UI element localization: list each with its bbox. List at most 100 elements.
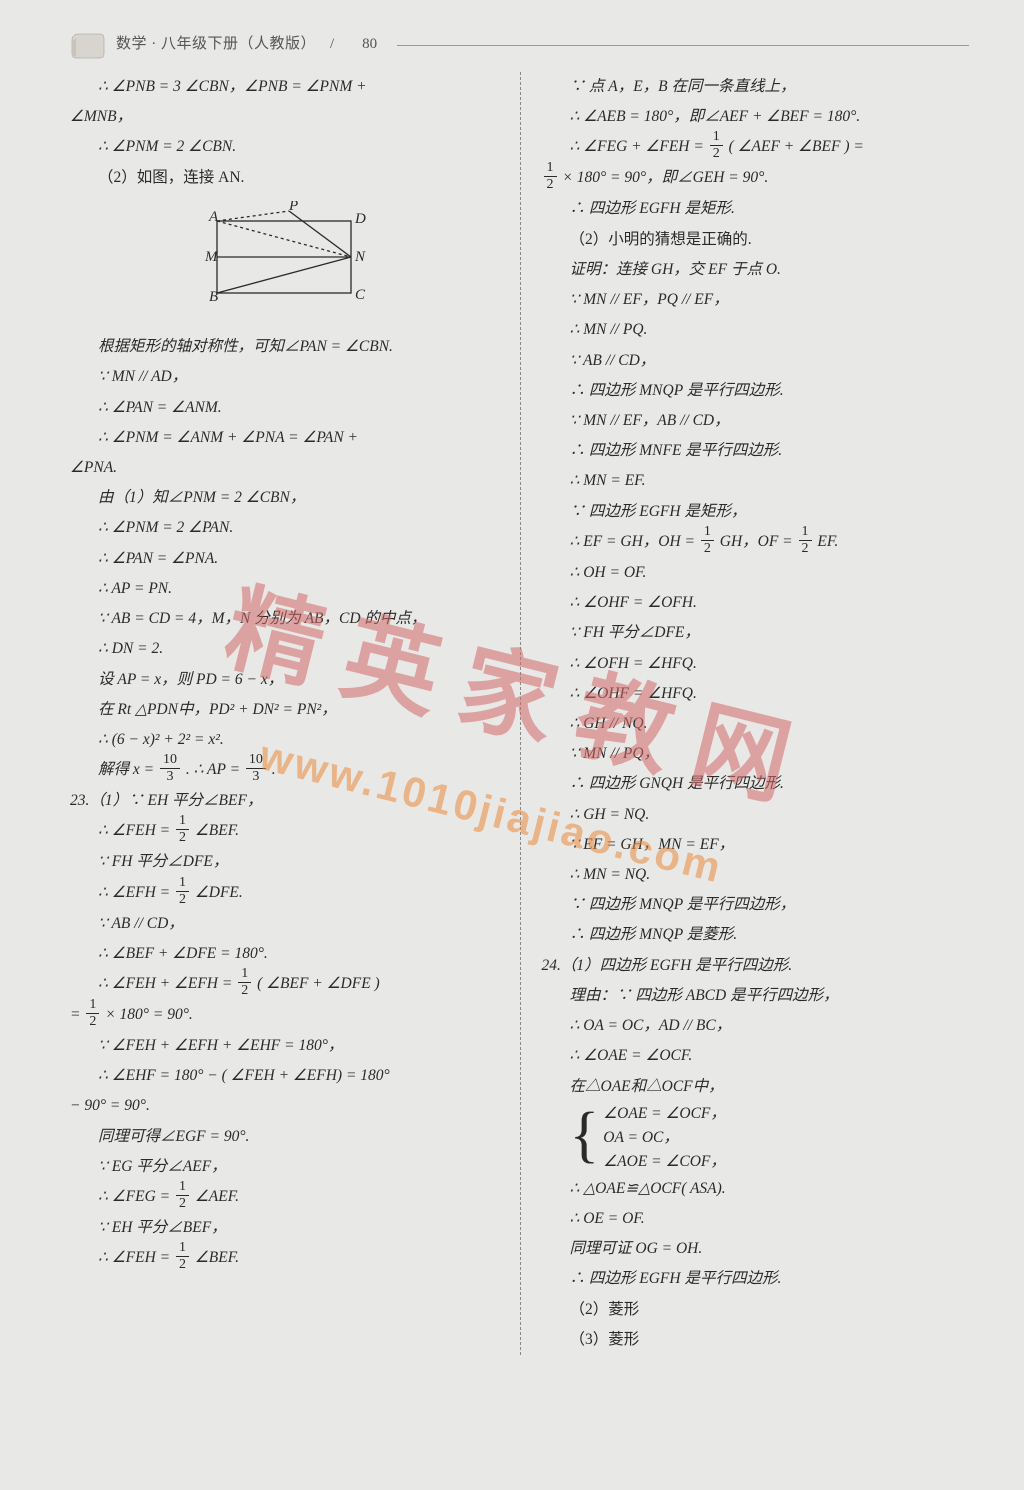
text-line: ∴ OE = OF.: [542, 1204, 970, 1234]
text-line: ∴ GH // NQ.: [542, 709, 970, 739]
text-line: ∵ 四边形 EGFH 是矩形，: [542, 497, 970, 527]
fraction: 12: [799, 525, 812, 556]
fraction: 12: [86, 998, 99, 1029]
text-line: ∠PNA.: [70, 453, 498, 483]
text-line: ∵ EH 平分∠BEF，: [70, 1213, 498, 1243]
text-line: ∴ ∠OHF = ∠OFH.: [542, 588, 970, 618]
brace-line: ∠OAE = ∠OCF，: [603, 1102, 726, 1126]
fraction: 103: [246, 753, 266, 784]
text-line: ∴ ∠OFH = ∠HFQ.: [542, 649, 970, 679]
column-divider: [520, 72, 521, 1355]
text-line: ∴ ∠PNM = 2 ∠PAN.: [70, 513, 498, 543]
text-frag: × 180° = 90°.: [105, 1006, 193, 1023]
text-line: 理由：∵ 四边形 ABCD 是平行四边形，: [542, 981, 970, 1011]
text-line: 证明：连接 GH，交 EF 于点 O.: [542, 255, 970, 285]
text-line: ∴ AP = PN.: [70, 574, 498, 604]
svg-text:D: D: [354, 211, 366, 227]
text-frag: . ∴ AP =: [186, 761, 244, 778]
text-line: ∠MNB，: [70, 102, 498, 132]
fraction: 12: [238, 967, 251, 998]
text-frag: .: [272, 761, 276, 778]
svg-text:B: B: [209, 289, 218, 305]
fraction: 12: [176, 814, 189, 845]
text-line: ∴ MN = EF.: [542, 466, 970, 496]
text-line: 在 Rt △PDN中，PD² + DN² = PN²，: [70, 695, 498, 725]
left-brace-icon: {: [570, 1108, 600, 1180]
text-line: （2）小明的猜想是正确的.: [542, 225, 970, 255]
text-line: ∵ AB // CD，: [542, 346, 970, 376]
text-line: ∴ ∠PAN = ∠PNA.: [70, 544, 498, 574]
fraction: 12: [176, 1180, 189, 1211]
text-line: ∵ MN // PQ，: [542, 739, 970, 769]
brace-system: { ∠OAE = ∠OCF， OA = OC， ∠AOE = ∠COF，: [570, 1102, 970, 1174]
text-line: 同理可得∠EGF = 90°.: [70, 1122, 498, 1152]
left-column: ∴ ∠PNB = 3 ∠CBN，∠PNB = ∠PNM + ∠MNB， ∴ ∠P…: [70, 72, 520, 1355]
text-line: ∴ ∠EFH = 12 ∠DFE.: [70, 878, 498, 909]
text-frag: ∠BEF.: [195, 1249, 239, 1266]
text-frag: EF.: [817, 533, 838, 550]
text-line: 同理可证 OG = OH.: [542, 1234, 970, 1264]
text-line: ∵ 点 A，E，B 在同一条直线上，: [542, 72, 970, 102]
text-frag: ∴ ∠FEH =: [98, 822, 174, 839]
text-line: ∴ 四边形 MNQP 是菱形.: [542, 920, 970, 950]
text-line: ∴ MN = NQ.: [542, 860, 970, 890]
text-line: ∵ 四边形 MNQP 是平行四边形，: [542, 890, 970, 920]
text-line: 在△OAE和△OCF中，: [542, 1072, 970, 1102]
text-line: ∴ 四边形 GNQH 是平行四边形.: [542, 769, 970, 799]
text-frag: ∴ ∠FEG + ∠FEH =: [570, 139, 708, 156]
text-frag: ∴ ∠FEG =: [98, 1188, 174, 1205]
fraction: 103: [160, 753, 180, 784]
page-header: 数学 · 八年级下册（人教版） / 80: [70, 30, 969, 60]
content-columns: ∴ ∠PNB = 3 ∠CBN，∠PNB = ∠PNM + ∠MNB， ∴ ∠P…: [70, 72, 969, 1355]
fraction: 12: [710, 130, 723, 161]
text-line: ∴ OH = OF.: [542, 558, 970, 588]
scroll-icon: [70, 30, 106, 60]
text-frag: GH，OF =: [720, 533, 797, 550]
text-line: ∴ ∠PNM = ∠ANM + ∠PNA = ∠PAN +: [70, 423, 498, 453]
text-line: ∵ AB // CD，: [70, 909, 498, 939]
text-frag: ∴ ∠FEH + ∠EFH =: [98, 975, 236, 992]
header-title: 数学 · 八年级下册（人教版）: [116, 30, 316, 59]
header-divider: /: [330, 30, 334, 59]
text-line: ∵ MN // EF，PQ // EF，: [542, 285, 970, 315]
text-line: 由（1）知∠PNM = 2 ∠CBN，: [70, 483, 498, 513]
text-frag: =: [70, 1006, 84, 1023]
text-line: ∴ ∠PNM = 2 ∠CBN.: [70, 132, 498, 162]
text-line: ∴ GH = NQ.: [542, 800, 970, 830]
svg-text:N: N: [354, 249, 366, 265]
text-line: 23.（1）∵ EH 平分∠BEF，: [70, 786, 498, 816]
text-line: 解得 x = 103 . ∴ AP = 103 .: [70, 755, 498, 786]
right-column: ∵ 点 A，E，B 在同一条直线上， ∴ ∠AEB = 180°，即∠AEF +…: [520, 72, 970, 1355]
svg-text:P: P: [288, 201, 298, 214]
text-line: ∴ ∠OAE = ∠OCF.: [542, 1041, 970, 1071]
text-line: ∴ MN // PQ.: [542, 315, 970, 345]
text-line: ∴ ∠FEH = 12 ∠BEF.: [70, 816, 498, 847]
text-line: 12 × 180° = 90°，即∠GEH = 90°.: [542, 163, 970, 194]
text-line: （2）如图，连接 AN.: [70, 163, 498, 193]
text-line: ∴ OA = OC，AD // BC，: [542, 1011, 970, 1041]
text-line: 设 AP = x，则 PD = 6 − x，: [70, 665, 498, 695]
text-line: （2）菱形: [542, 1295, 970, 1325]
text-line: ∴ (6 − x)² + 2² = x².: [70, 725, 498, 755]
fraction: 12: [176, 876, 189, 907]
text-line: ∵ AB = CD = 4，M，N 分别为 AB，CD 的中点，: [70, 604, 498, 634]
text-line: ∵ FH 平分∠DFE，: [542, 618, 970, 648]
fraction: 12: [701, 525, 714, 556]
brace-line: ∠AOE = ∠COF，: [603, 1150, 726, 1174]
svg-text:C: C: [355, 287, 366, 303]
text-line: ∴ ∠FEH = 12 ∠BEF.: [70, 1243, 498, 1274]
text-line: ∴ 四边形 MNQP 是平行四边形.: [542, 376, 970, 406]
svg-text:A: A: [208, 209, 219, 225]
text-line: ∴ 四边形 EGFH 是平行四边形.: [542, 1264, 970, 1294]
text-line: ∴ ∠EHF = 180° − ( ∠FEH + ∠EFH) = 180°: [70, 1061, 498, 1091]
text-line: （3）菱形: [542, 1325, 970, 1355]
geometry-figure: A P D M N B C: [70, 201, 498, 322]
text-line: ∵ FH 平分∠DFE，: [70, 847, 498, 877]
text-frag: ∴ ∠EFH =: [98, 884, 174, 901]
header-rule: [397, 45, 969, 46]
text-frag: 解得 x =: [98, 761, 158, 778]
text-frag: ∠DFE.: [195, 884, 243, 901]
text-line: ∴ ∠PAN = ∠ANM.: [70, 393, 498, 423]
text-frag: ∴ EF = GH，OH =: [570, 533, 699, 550]
text-frag: ∠BEF.: [195, 822, 239, 839]
